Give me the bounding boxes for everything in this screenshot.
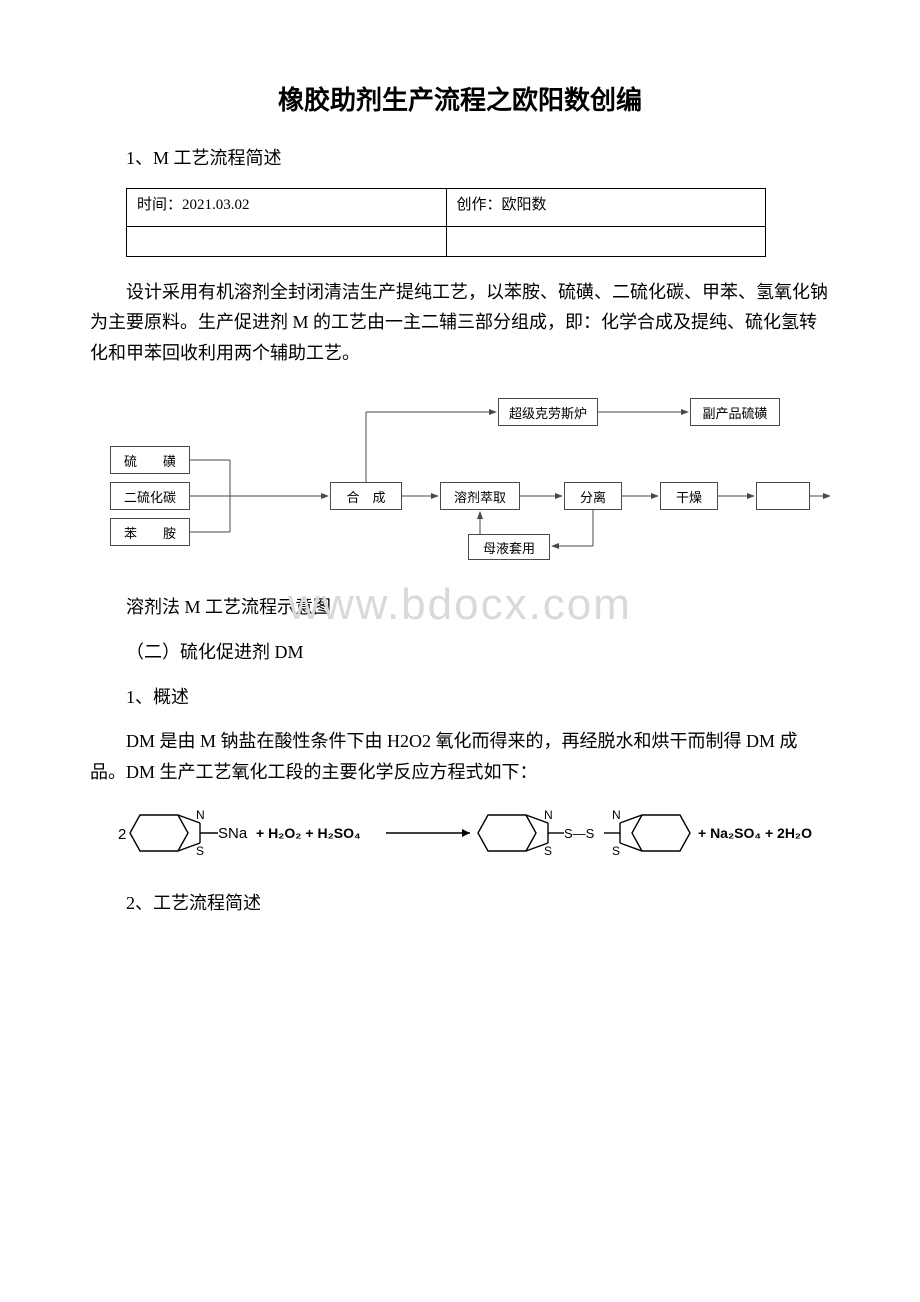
flow-synthesis: 合 成 bbox=[330, 482, 402, 510]
svg-text:SNa: SNa bbox=[218, 825, 248, 842]
flow-byproduct: 副产品硫磺 bbox=[690, 398, 780, 426]
meta-empty-1 bbox=[127, 226, 447, 256]
meta-time: 时间：2021.03.02 bbox=[137, 197, 250, 213]
meta-time-cell: 时间：2021.03.02 bbox=[127, 188, 447, 226]
flow-separate: 分离 bbox=[564, 482, 622, 510]
flow-claus: 超级克劳斯炉 bbox=[498, 398, 598, 426]
flow-input-sulfur: 硫 磺 bbox=[110, 446, 190, 474]
flow-recycle: 母液套用 bbox=[468, 534, 550, 560]
svg-text:2: 2 bbox=[118, 826, 126, 843]
meta-table: 时间：2021.03.02 创作：欧阳数 bbox=[126, 188, 766, 257]
meta-empty-2 bbox=[446, 226, 766, 256]
section-heading-4: 2、工艺流程简述 bbox=[90, 888, 830, 919]
section-heading-1: 1、M 工艺流程简述 bbox=[90, 143, 830, 174]
chem-equation: 2 N S SNa + H₂O₂ + H₂SO₄ N S S—S N bbox=[118, 801, 830, 872]
svg-text:N: N bbox=[612, 808, 621, 822]
flow-dry: 干燥 bbox=[660, 482, 718, 510]
flow-extract: 溶剂萃取 bbox=[440, 482, 520, 510]
page-title: 橡胶助剂生产流程之欧阳数创编 bbox=[90, 80, 830, 117]
meta-author: 创作：欧阳数 bbox=[457, 197, 547, 213]
svg-text:S: S bbox=[196, 844, 204, 858]
flowchart: 硫 磺 二硫化碳 苯 胺 合 成 溶剂萃取 分离 干燥 超级克劳斯炉 副产品硫磺… bbox=[90, 386, 830, 566]
svg-text:N: N bbox=[544, 808, 553, 822]
svg-text:S—S: S—S bbox=[564, 826, 595, 841]
meta-author-cell: 创作：欧阳数 bbox=[446, 188, 766, 226]
paragraph-1: 设计采用有机溶剂全封闭清洁生产提纯工艺，以苯胺、硫磺、二硫化碳、甲苯、氢氧化钠为… bbox=[90, 277, 830, 369]
section-heading-2: （二）硫化促进剂 DM bbox=[90, 637, 830, 668]
chem-svg: 2 N S SNa + H₂O₂ + H₂SO₄ N S S—S N bbox=[118, 801, 818, 867]
flow-output bbox=[756, 482, 810, 510]
section-heading-3: 1、概述 bbox=[90, 682, 830, 713]
flow-input-aniline: 苯 胺 bbox=[110, 518, 190, 546]
svg-text:+ H₂O₂ + H₂SO₄: + H₂O₂ + H₂SO₄ bbox=[256, 825, 361, 841]
svg-text:N: N bbox=[196, 808, 205, 822]
paragraph-2: DM 是由 M 钠盐在酸性条件下由 H2O2 氧化而得来的，再经脱水和烘干而制得… bbox=[90, 726, 830, 787]
svg-text:S: S bbox=[612, 844, 620, 858]
svg-text:S: S bbox=[544, 844, 552, 858]
flow-caption: 溶剂法 M 工艺流程示意图 bbox=[90, 592, 830, 623]
flow-input-cs2: 二硫化碳 bbox=[110, 482, 190, 510]
svg-text:+ Na₂SO₄ + 2H₂O: + Na₂SO₄ + 2H₂O bbox=[698, 825, 812, 841]
